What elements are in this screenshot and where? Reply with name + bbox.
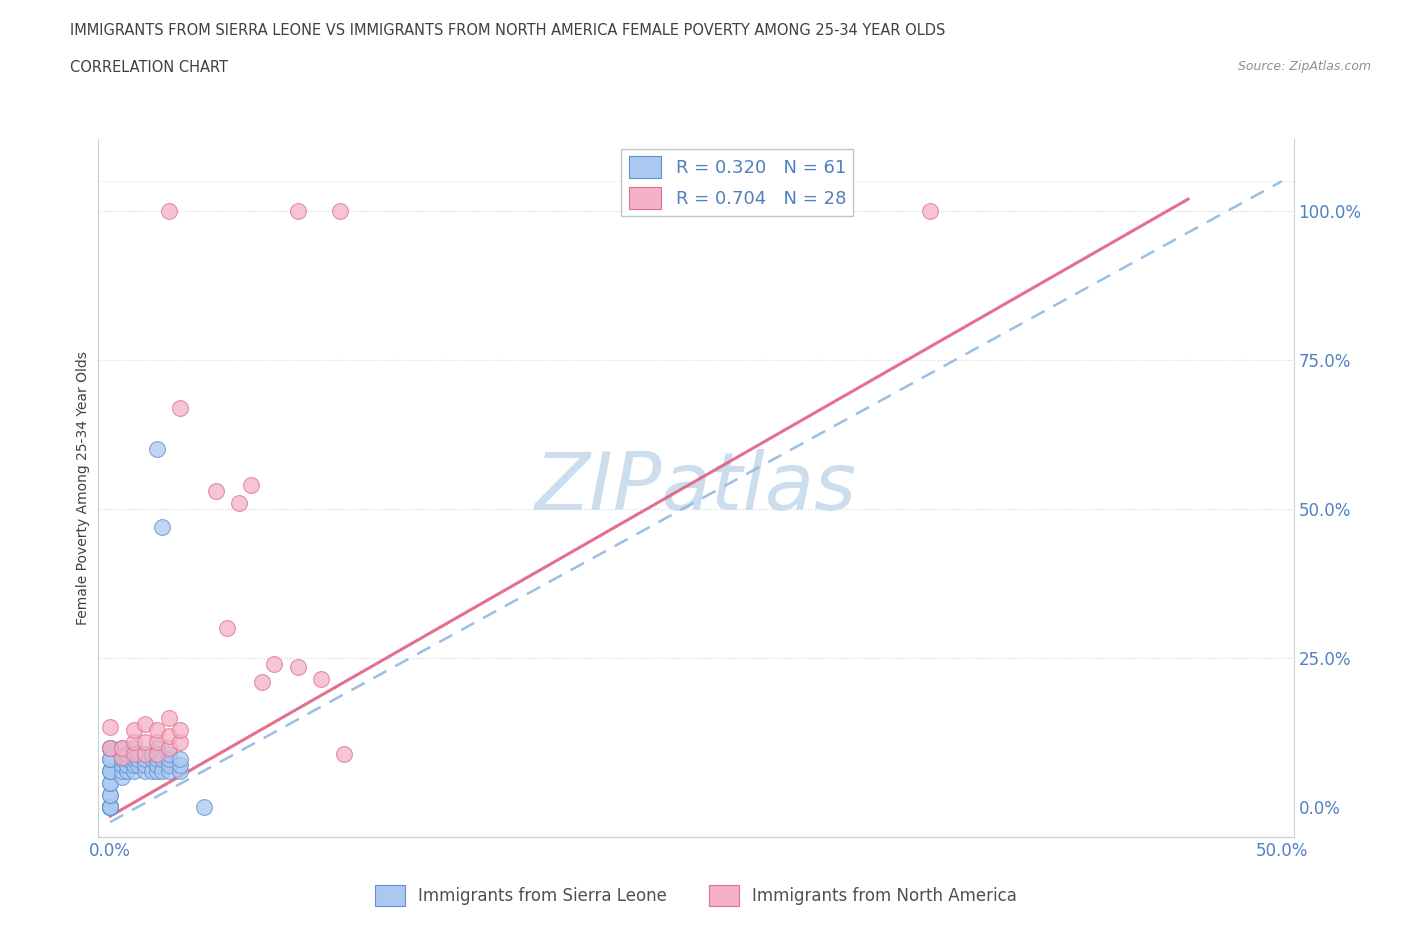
- Point: [134, 764, 156, 778]
- Point: [98, 800, 121, 815]
- Point: [127, 752, 149, 767]
- Point: [111, 740, 134, 755]
- Point: [204, 484, 226, 498]
- Point: [134, 758, 156, 773]
- Point: [98, 776, 121, 790]
- Point: [309, 671, 332, 686]
- Point: [98, 800, 121, 815]
- Point: [134, 746, 156, 761]
- Point: [169, 723, 191, 737]
- Text: Source: ZipAtlas.com: Source: ZipAtlas.com: [1237, 60, 1371, 73]
- Point: [111, 770, 134, 785]
- Point: [146, 442, 169, 457]
- Point: [146, 746, 169, 761]
- Point: [228, 496, 250, 511]
- Point: [150, 764, 173, 778]
- Point: [122, 752, 145, 767]
- Point: [115, 758, 138, 773]
- Point: [115, 752, 138, 767]
- Point: [146, 758, 169, 773]
- Point: [98, 752, 121, 767]
- Point: [98, 800, 121, 815]
- Point: [122, 723, 145, 737]
- Point: [150, 520, 173, 535]
- Point: [98, 740, 121, 755]
- Point: [157, 204, 180, 219]
- Point: [193, 800, 215, 815]
- Point: [141, 764, 163, 778]
- Point: [122, 734, 145, 749]
- Point: [157, 746, 180, 761]
- Point: [217, 621, 239, 636]
- Point: [98, 764, 121, 778]
- Point: [122, 746, 145, 761]
- Point: [134, 752, 156, 767]
- Point: [239, 478, 262, 493]
- Point: [134, 734, 156, 749]
- Point: [111, 764, 134, 778]
- Point: [98, 764, 121, 778]
- Point: [169, 400, 191, 415]
- Point: [134, 716, 156, 731]
- Point: [146, 734, 169, 749]
- Point: [122, 740, 145, 755]
- Point: [111, 758, 134, 773]
- Point: [141, 752, 163, 767]
- Point: [98, 800, 121, 815]
- Point: [146, 746, 169, 761]
- Point: [157, 740, 180, 755]
- Point: [98, 752, 121, 767]
- Point: [287, 204, 309, 219]
- Point: [920, 204, 942, 219]
- Point: [169, 764, 191, 778]
- Point: [146, 723, 169, 737]
- Point: [141, 746, 163, 761]
- Point: [98, 800, 121, 815]
- Point: [122, 764, 145, 778]
- Point: [98, 800, 121, 815]
- Point: [98, 764, 121, 778]
- Point: [98, 788, 121, 803]
- Point: [157, 758, 180, 773]
- Point: [98, 719, 121, 734]
- Y-axis label: Female Poverty Among 25-34 Year Olds: Female Poverty Among 25-34 Year Olds: [76, 352, 90, 625]
- Point: [111, 752, 134, 767]
- Legend: Immigrants from Sierra Leone, Immigrants from North America: Immigrants from Sierra Leone, Immigrants…: [368, 879, 1024, 912]
- Point: [98, 740, 121, 755]
- Point: [98, 740, 121, 755]
- Point: [252, 674, 274, 689]
- Point: [169, 752, 191, 767]
- Point: [146, 740, 169, 755]
- Point: [98, 740, 121, 755]
- Point: [98, 788, 121, 803]
- Point: [127, 758, 149, 773]
- Point: [169, 758, 191, 773]
- Point: [157, 764, 180, 778]
- Point: [157, 752, 180, 767]
- Point: [287, 659, 309, 674]
- Point: [169, 734, 191, 749]
- Point: [111, 749, 134, 764]
- Point: [122, 746, 145, 761]
- Point: [263, 657, 285, 671]
- Point: [146, 764, 169, 778]
- Point: [333, 746, 356, 761]
- Text: IMMIGRANTS FROM SIERRA LEONE VS IMMIGRANTS FROM NORTH AMERICA FEMALE POVERTY AMO: IMMIGRANTS FROM SIERRA LEONE VS IMMIGRAN…: [70, 23, 946, 38]
- Point: [98, 776, 121, 790]
- Point: [134, 746, 156, 761]
- Point: [146, 752, 169, 767]
- Point: [150, 752, 173, 767]
- Point: [122, 758, 145, 773]
- Point: [98, 800, 121, 815]
- Point: [115, 764, 138, 778]
- Point: [115, 746, 138, 761]
- Text: ZIPatlas: ZIPatlas: [534, 449, 858, 527]
- Point: [127, 746, 149, 761]
- Point: [329, 204, 352, 219]
- Text: CORRELATION CHART: CORRELATION CHART: [70, 60, 228, 75]
- Point: [111, 740, 134, 755]
- Point: [98, 800, 121, 815]
- Point: [157, 711, 180, 725]
- Point: [157, 728, 180, 743]
